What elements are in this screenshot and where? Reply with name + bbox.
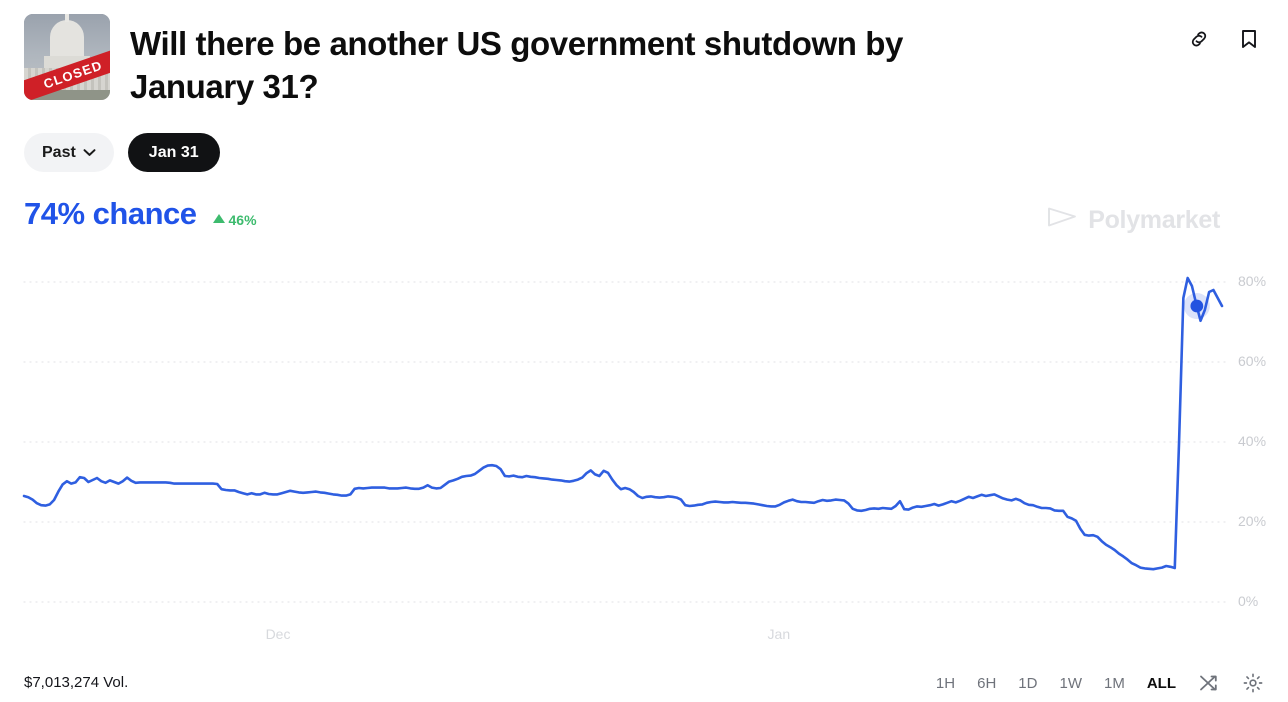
x-axis-tick-label: Jan	[767, 626, 791, 642]
past-filter-label: Past	[42, 143, 76, 161]
chance-value: 74% chance	[24, 196, 197, 231]
probability-row: 74% chance 46%	[24, 196, 257, 232]
chart-svg	[22, 276, 1227, 603]
capitol-lawn	[24, 90, 110, 100]
change-indicator: 46%	[212, 211, 257, 228]
market-header: CLOSED Will there be another US governme…	[24, 12, 1264, 108]
past-filter-button[interactable]: Past	[24, 133, 114, 172]
x-axis-tick-label: Dec	[265, 626, 291, 642]
time-range-1h[interactable]: 1H	[935, 674, 956, 692]
date-filter-button[interactable]: Jan 31	[127, 133, 220, 172]
volume-label: $7,013,274 Vol.	[24, 674, 129, 691]
y-axis-labels: 0% 20% 40% 60% 80%	[1238, 250, 1288, 640]
y-axis-tick-label: 60%	[1238, 353, 1267, 369]
time-range-selector: 1H 6H 1D 1W 1M ALL	[936, 672, 1264, 694]
polymarket-watermark-label: Polymarket	[1088, 206, 1220, 234]
time-range-1m[interactable]: 1M	[1103, 674, 1125, 692]
bookmark-icon[interactable]	[1234, 24, 1264, 54]
polymarket-watermark: Polymarket	[1047, 204, 1220, 237]
time-range-1w[interactable]: 1W	[1059, 674, 1082, 692]
copy-link-icon[interactable]	[1184, 24, 1214, 54]
series-line-yes	[22, 276, 1224, 571]
chevron-down-icon	[83, 144, 96, 162]
capitol-dome	[50, 20, 84, 60]
y-axis-tick-label: 80%	[1238, 273, 1267, 289]
header-actions	[1184, 24, 1264, 54]
chart-footer: $7,013,274 Vol. 1H 6H 1D 1W 1M ALL	[0, 672, 1288, 702]
y-axis-tick-label: 20%	[1238, 513, 1267, 529]
time-range-1d[interactable]: 1D	[1018, 674, 1038, 692]
market-thumbnail: CLOSED	[24, 14, 110, 100]
page-title: Will there be another US government shut…	[130, 25, 903, 105]
y-axis-tick-label: 0%	[1238, 593, 1259, 609]
gear-icon[interactable]	[1242, 672, 1264, 694]
compare-arrows-icon[interactable]	[1198, 672, 1220, 694]
current-value-marker[interactable]	[1190, 299, 1204, 313]
filter-pills: Past Jan 31	[24, 133, 220, 172]
triangle-up-icon	[212, 214, 225, 223]
time-range-6h[interactable]: 6H	[977, 674, 997, 692]
date-filter-label: Jan 31	[148, 143, 199, 161]
change-value: 46%	[228, 211, 257, 228]
time-range-all[interactable]: ALL	[1146, 674, 1176, 692]
polymarket-logo-icon	[1047, 204, 1077, 237]
price-chart[interactable]	[0, 250, 1288, 640]
y-axis-tick-label: 40%	[1238, 433, 1267, 449]
